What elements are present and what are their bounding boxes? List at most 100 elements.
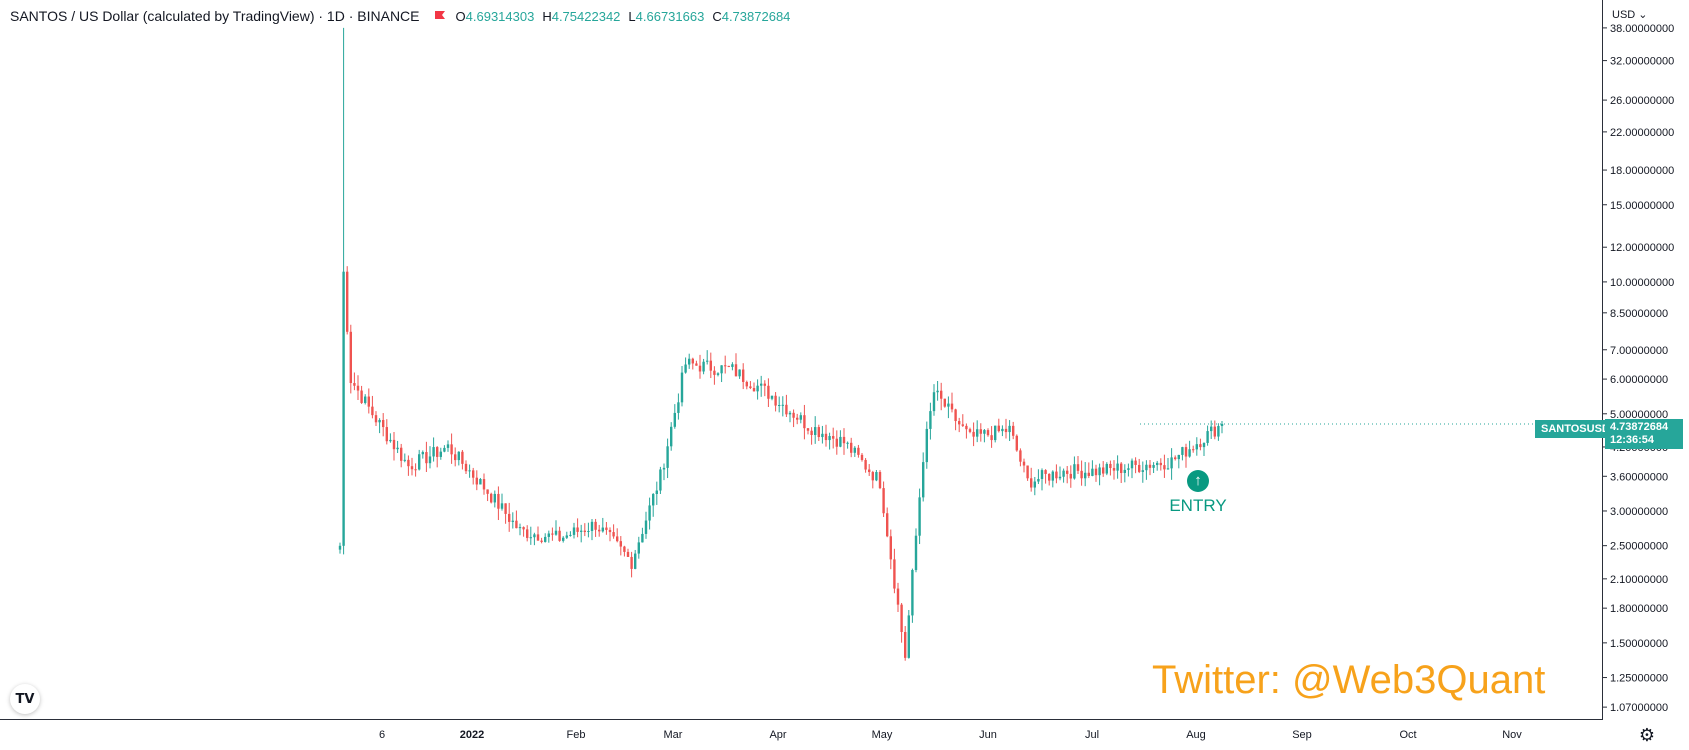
entry-annotation[interactable]: ↑ ENTRY [1168,470,1228,516]
candle-up [378,419,381,423]
candle-up [821,433,824,438]
candle-down [691,358,694,364]
symbol-title[interactable]: SANTOS / US Dollar (calculated by Tradin… [10,8,420,24]
candle-down [612,532,615,537]
candle-down [605,527,608,530]
candle-down [436,447,439,457]
arrow-up-circle-icon: ↑ [1187,470,1209,492]
candle-down [727,365,730,367]
candle-down [1055,471,1058,479]
candle-down [900,604,903,632]
candle-up [925,428,928,463]
candle-up [1206,431,1209,443]
candle-down [1087,472,1090,476]
candle-up [1105,463,1108,474]
currency-selector[interactable]: USD ⌄ [1612,9,1648,21]
candle-down [882,488,885,514]
candle-up [1001,428,1004,432]
candle-up [929,411,932,429]
symbol-price-tag: SANTOSUSD [1535,420,1616,438]
candle-up [702,361,705,372]
candle-up [554,530,558,535]
candle-down [1213,426,1216,437]
candle-up [994,425,997,441]
candle-down [450,444,453,455]
candle-down [536,534,540,541]
ohlc-high: H4.75422342 [542,8,621,24]
candle-up [828,436,831,441]
candle-down [594,521,597,530]
candle-down [374,415,378,423]
price-tick-label: 1.25000000 [1610,673,1668,685]
candle-up [432,447,435,457]
candle-down [1159,462,1162,466]
candle-up [1166,468,1170,470]
candle-down [353,383,356,386]
candle-down [1015,435,1018,451]
candle-up [688,358,691,365]
time-axis-label: Mar [664,729,683,741]
candle-down [464,463,468,472]
candle-up [389,439,392,442]
price-tick-label: 15.00000000 [1610,200,1674,212]
candle-down [385,427,388,442]
candle-down [774,395,777,406]
candle-down [803,415,806,429]
candle-up [590,521,594,531]
candle-down [367,396,370,407]
candle-up [1202,442,1206,448]
ohlc-open: O4.69314303 [455,8,535,24]
candle-up [659,469,662,491]
candle-up [1181,447,1184,455]
candle-up [666,446,669,468]
chart-pane[interactable]: 38.00000000 32.00000000 26.00000000 22.0000… [0,0,1674,741]
gear-icon[interactable]: ⚙ [1638,725,1656,745]
candle-up [716,373,720,375]
candle-up [652,494,655,506]
candle-down [508,513,511,522]
candle-down [1094,468,1098,476]
candle-up [914,535,918,571]
candle-up [788,412,792,415]
candle-down [608,529,612,533]
candle-down [1199,444,1202,448]
candle-down [850,442,853,453]
candle-up [853,447,856,453]
candle-down [810,430,813,435]
twitter-watermark: Twitter: @Web3Quant [1152,658,1546,702]
candle-up [677,402,680,413]
time-axis-label: Sep [1292,729,1312,741]
candle-down [904,631,907,658]
flag-icon[interactable] [434,10,446,22]
candle-up [601,527,604,532]
candle-up [569,534,572,536]
candle-up [778,405,781,407]
candle-down [583,530,586,532]
candle-down [796,417,799,420]
candle-up [947,403,950,407]
candle-down [958,421,961,425]
candle-up [364,396,367,403]
candle-up [932,392,936,412]
price-tick-label: 1.50000000 [1610,638,1668,650]
candle-up [684,364,687,373]
tradingview-logo-icon[interactable]: TV [10,684,40,714]
candle-down [968,429,972,432]
candle-up [562,537,565,541]
candle-down [950,403,954,410]
candle-down [410,466,414,470]
candle-up [839,436,842,447]
candle-up [644,520,648,534]
candle-down [392,439,396,450]
candle-up [1156,462,1159,466]
candle-up [1037,478,1040,482]
last-price-value: 4.73872684 [1610,421,1669,433]
candle-down [990,435,993,441]
candle-up [468,470,471,472]
candle-down [896,588,900,605]
candle-up [655,490,658,495]
candle-down [835,438,838,447]
candle-up [518,527,522,529]
candle-down [1184,447,1188,457]
